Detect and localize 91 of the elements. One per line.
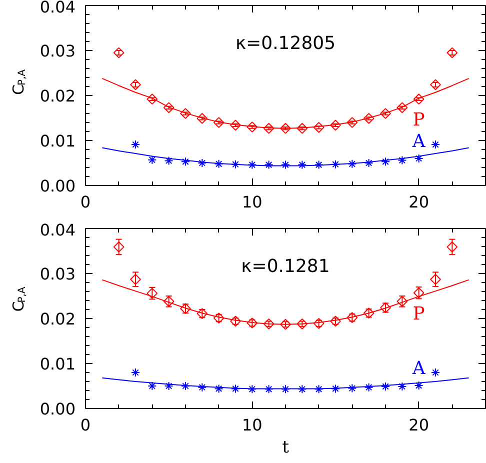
point <box>280 318 291 330</box>
point <box>398 156 407 165</box>
x-tick-label: 10 <box>242 416 262 434</box>
point <box>264 384 274 394</box>
point <box>380 108 391 119</box>
point <box>198 158 207 168</box>
point <box>330 120 341 131</box>
point <box>298 160 307 170</box>
point <box>131 368 140 377</box>
point <box>364 382 374 392</box>
point <box>348 384 357 393</box>
point <box>113 47 124 58</box>
point <box>346 117 358 128</box>
x-axis-title: t <box>282 438 290 458</box>
point <box>148 382 157 390</box>
point <box>196 113 208 124</box>
point <box>231 160 240 169</box>
point <box>148 155 157 164</box>
point <box>248 160 257 170</box>
point <box>431 368 440 377</box>
point <box>298 384 307 394</box>
point <box>263 318 274 330</box>
y-tick-label: 0.01 <box>40 354 76 374</box>
point <box>163 102 174 114</box>
point <box>146 94 158 105</box>
y-tick-label: 0.04 <box>40 0 76 16</box>
point <box>363 113 374 124</box>
series-label: A <box>411 358 426 380</box>
y-tick-label: 0.01 <box>40 132 76 150</box>
y-axis-title: CP,A <box>10 69 28 95</box>
point <box>446 242 458 252</box>
point <box>314 384 324 394</box>
point <box>381 382 390 391</box>
point <box>296 318 308 330</box>
y-tick-label: 0.03 <box>40 42 76 60</box>
y-tick-label: 0.04 <box>40 220 76 240</box>
point <box>281 160 290 170</box>
point <box>164 382 174 390</box>
point <box>430 274 441 285</box>
series-label: A <box>411 131 426 152</box>
point <box>381 157 390 166</box>
point <box>181 157 190 166</box>
y-tick-label: 0.00 <box>40 400 76 418</box>
point <box>430 79 441 90</box>
series-label: P <box>412 303 425 324</box>
x-tick-label: 0 <box>80 416 91 434</box>
point <box>264 160 274 170</box>
point <box>296 122 308 134</box>
point <box>446 47 458 58</box>
point <box>348 159 357 168</box>
point <box>331 384 340 394</box>
y-tick-label: 0.02 <box>40 86 76 106</box>
series-label: P <box>412 110 425 131</box>
y-tick-label: 0.02 <box>40 310 76 328</box>
point <box>398 382 407 391</box>
point <box>248 384 257 394</box>
point <box>281 384 290 394</box>
point <box>164 156 174 166</box>
point <box>263 122 274 134</box>
point <box>396 102 408 114</box>
point <box>214 159 224 168</box>
point <box>364 158 374 168</box>
x-tick-label: 10 <box>242 192 262 212</box>
x-tick-label: 20 <box>408 192 430 212</box>
point <box>180 108 191 119</box>
y-axis-title: CP,A <box>10 286 28 312</box>
point <box>280 122 291 134</box>
annotation: κ=0.12805 <box>235 33 336 54</box>
point <box>314 160 324 170</box>
x-tick-label: 20 <box>408 416 430 434</box>
point <box>213 117 224 128</box>
point <box>198 382 207 392</box>
annotation: κ=0.1281 <box>241 256 330 277</box>
point <box>413 94 424 105</box>
point <box>414 381 424 390</box>
point <box>230 120 241 131</box>
x-tick-label: 0 <box>80 192 91 212</box>
point <box>246 122 258 132</box>
point <box>113 242 124 252</box>
point <box>130 79 141 90</box>
point <box>131 140 140 150</box>
point <box>214 384 224 394</box>
y-tick-label: 0.03 <box>40 264 76 284</box>
point <box>130 274 141 285</box>
point <box>231 384 240 394</box>
point <box>331 160 340 169</box>
point <box>313 122 324 133</box>
point <box>414 154 424 163</box>
y-tick-label: 0.00 <box>40 176 76 196</box>
point <box>181 382 190 390</box>
point <box>431 140 440 150</box>
